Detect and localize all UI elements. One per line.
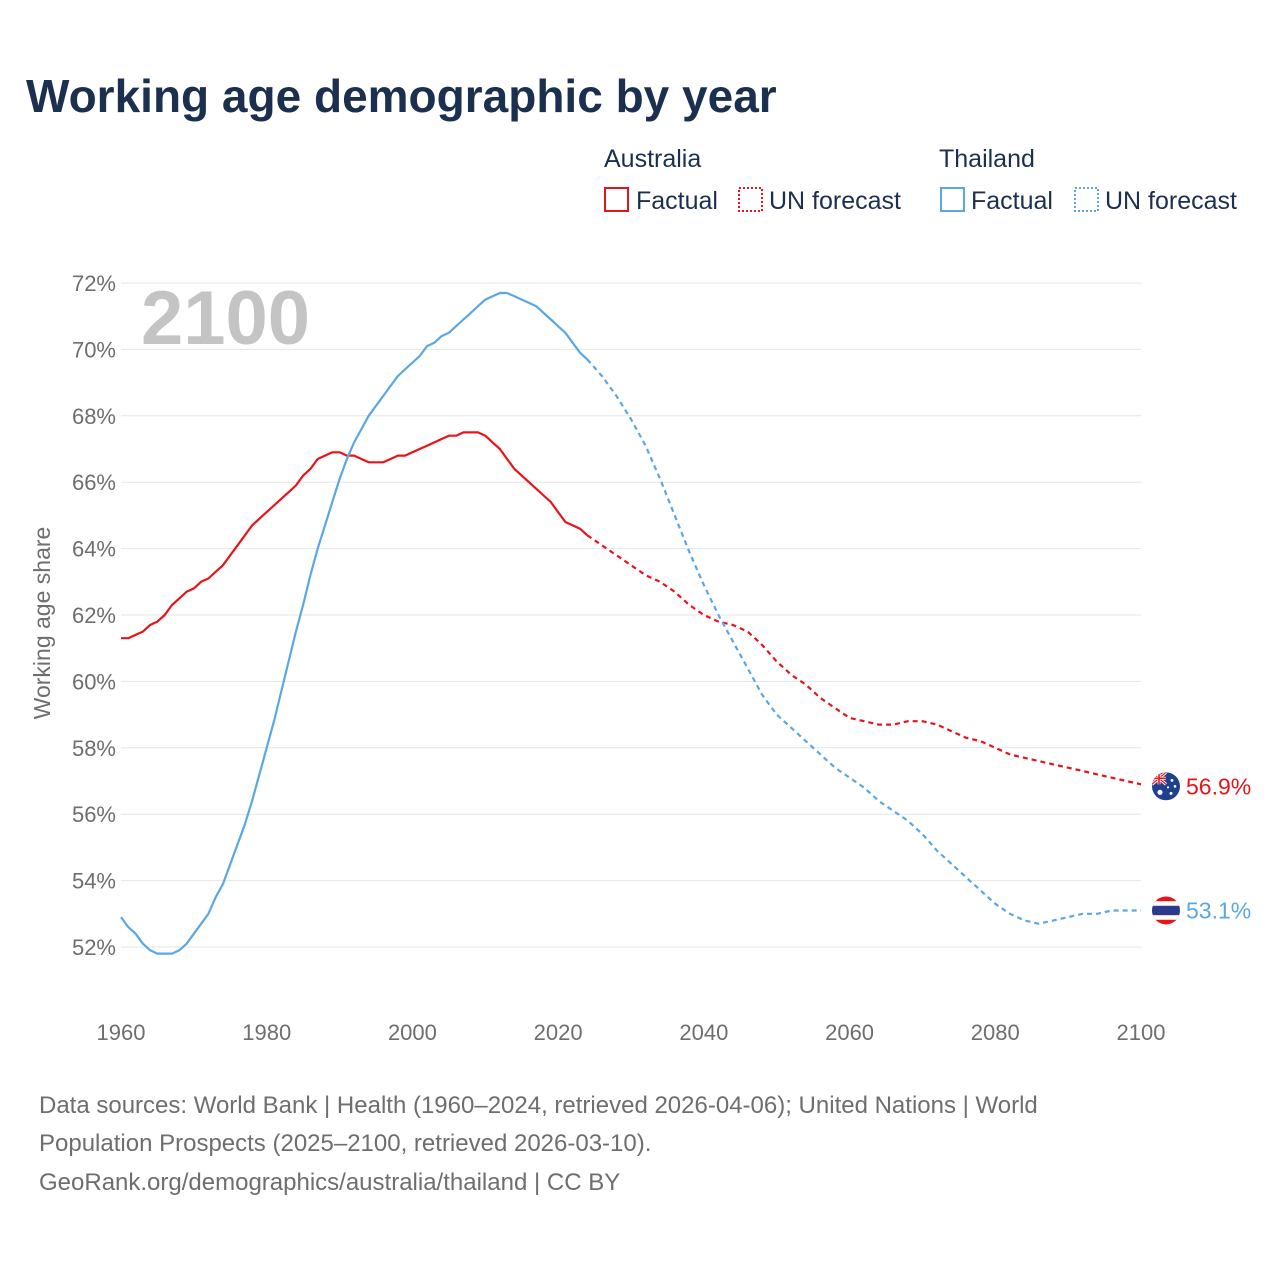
legend-label-thailand-factual: Factual <box>971 187 1053 215</box>
y-tick-label: 56% <box>72 802 116 827</box>
y-tick-label: 54% <box>72 869 116 894</box>
x-tick-label: 2060 <box>825 1020 874 1045</box>
legend-label-australia-factual: Factual <box>636 187 718 215</box>
y-tick-label: 72% <box>72 271 116 296</box>
footer-sources-line2: Population Prospects (2025–2100, retriev… <box>39 1130 651 1157</box>
y-tick-label: 58% <box>72 736 116 761</box>
gridlines <box>121 282 1141 948</box>
x-tick-label: 1980 <box>242 1020 291 1045</box>
series-line-thailand-factual <box>120 291 589 955</box>
y-tick-label: 68% <box>72 404 116 429</box>
y-tick-label: 52% <box>72 935 116 960</box>
y-tick-label: 62% <box>72 603 116 628</box>
legend-group-thailand: Thailand <box>939 145 1035 173</box>
x-tick-label: 2000 <box>388 1020 437 1045</box>
thailand-flag-icon <box>1152 896 1180 925</box>
x-tick-label: 2080 <box>971 1020 1020 1045</box>
chart-title: Working age demographic by year <box>26 70 777 122</box>
y-axis-ticks: 52% 54% 56% 58% 60% 62% 64% 66% 68% 70% 72% <box>72 271 116 960</box>
x-tick-label: 2020 <box>534 1020 583 1045</box>
legend-swatch-thailand-factual <box>940 187 965 212</box>
end-markers: 56.9% 53.1% <box>1152 772 1251 925</box>
end-label-thailand: 53.1% <box>1186 897 1251 923</box>
y-axis-label: Working age share <box>29 527 55 720</box>
x-tick-label: 2100 <box>1117 1020 1166 1045</box>
x-axis-ticks: 1960 1980 2000 2020 2040 2060 2080 2100 <box>97 1020 1166 1045</box>
legend: Australia Factual UN forecast Thailand F… <box>604 145 1237 215</box>
y-tick-label: 60% <box>72 669 116 694</box>
series-line-australia-forecast <box>586 534 1142 786</box>
legend-swatch-thailand-forecast <box>1074 187 1099 212</box>
x-tick-label: 2040 <box>679 1020 728 1045</box>
y-tick-label: 70% <box>72 337 116 362</box>
y-tick-label: 64% <box>72 537 116 562</box>
australia-flag-icon <box>1152 772 1180 801</box>
legend-swatch-australia-factual <box>604 187 629 212</box>
end-label-australia: 56.9% <box>1186 773 1251 799</box>
y-tick-label: 66% <box>72 470 116 495</box>
legend-label-thailand-forecast: UN forecast <box>1105 187 1237 215</box>
legend-label-australia-forecast: UN forecast <box>769 187 901 215</box>
series-line-australia-factual <box>121 431 589 640</box>
legend-swatch-australia-forecast <box>738 187 763 212</box>
footer-attribution: GeoRank.org/demographics/australia/thail… <box>39 1169 620 1196</box>
legend-group-australia: Australia <box>604 145 701 173</box>
year-watermark: 2100 <box>141 276 310 361</box>
x-tick-label: 1960 <box>97 1020 146 1045</box>
series-line-thailand-forecast <box>586 358 1141 925</box>
series-layer <box>120 291 1142 955</box>
footer-sources-line1: Data sources: World Bank | Health (1960–… <box>39 1092 1038 1119</box>
